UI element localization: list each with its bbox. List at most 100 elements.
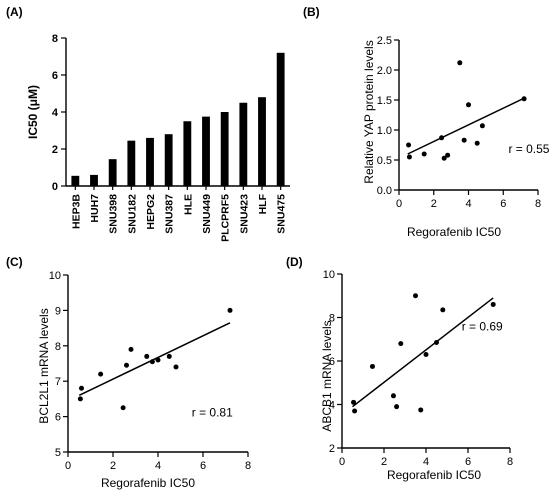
panel-d: (D) ABCB1 mRNA levels Regorafenib IC50 2… [286, 255, 513, 482]
panel-b-fit-line [407, 97, 525, 155]
panel-d-data-point [418, 407, 424, 413]
panel-c-xlabel: Regorafenib IC50 [101, 476, 195, 490]
panel-a-bar [90, 174, 98, 186]
panel-b-data-point [457, 60, 463, 66]
panel-c-data-point [124, 362, 129, 368]
panel-b-y-tick-label: 1.0 [377, 125, 392, 137]
panel-b-x-tick-label: 2 [431, 198, 437, 210]
panel-b-data-point [441, 155, 447, 161]
panel-a-bar [108, 159, 117, 186]
panel-a-category-label: SNU423 [238, 194, 250, 234]
panel-c-data-point [79, 385, 84, 391]
panel-b-y-tick-label: 2.5 [377, 35, 392, 47]
panel-d-data-point [490, 301, 496, 307]
panel-d-x-tick-label: 0 [339, 456, 345, 468]
panel-b-x-tick-label: 6 [500, 198, 506, 210]
panel-d-fit-line [352, 297, 494, 408]
panel-a-x-categories: HEP3B HUH7 SNU398 SNU182 HEPG2 SNU387 HLE SNU44… [70, 186, 288, 242]
panel-c-plot: 5 6 7 8 9 10 0 2 4 6 8 r = 0.81 [49, 270, 251, 472]
panel-a-category-label: HEP3B [70, 194, 82, 229]
panel-b: (B) Relative YAP protein levels Regorafe… [303, 5, 550, 239]
panel-c-data-point [120, 405, 126, 411]
panel-b-data-point [521, 96, 527, 102]
panel-d-ylabel: ABCB1 mRNA levels [320, 320, 334, 431]
panel-d-data-point [423, 351, 429, 357]
panel-c-x-tick-label: 8 [245, 460, 251, 472]
panel-c: (C) BCL2L1 mRNA levels Regorafenib IC50 … [6, 255, 251, 490]
panel-a-bar [146, 137, 154, 186]
panel-c-y-tick-label: 9 [55, 305, 61, 317]
panel-c-data-point [128, 346, 134, 352]
panel-c-y-tick-label: 10 [49, 270, 61, 282]
panel-c-x-tick-label: 0 [65, 460, 71, 472]
panel-d-data-point [352, 408, 358, 414]
panel-d-x-tick-label: 8 [507, 456, 513, 468]
panel-b-label: (B) [303, 5, 320, 19]
panel-a-bar [71, 175, 80, 186]
panel-d-data-point [390, 393, 396, 399]
panel-a-bar [239, 102, 248, 186]
panel-a-bar [258, 97, 266, 186]
panel-a-bar [220, 112, 229, 186]
panel-d-x-tick-label: 2 [381, 456, 387, 468]
panel-c-y-tick-label: 5 [55, 447, 61, 459]
panel-a-ylabel: IC50 (μM) [26, 85, 40, 139]
panel-a-category-label: HLF [257, 193, 269, 214]
panel-b-data-point [479, 123, 485, 129]
panel-b-x-tick-label: 4 [465, 198, 471, 210]
panel-b-data-point [406, 142, 412, 148]
panel-b-y-tick-label: 1.5 [377, 95, 392, 107]
panel-b-x-tick-label: 0 [396, 198, 402, 210]
panel-c-data-point [155, 357, 161, 363]
panel-a-bar [202, 116, 210, 186]
panel-b-y-tick-label: 0.0 [377, 185, 392, 197]
panel-c-x-tick-label: 2 [110, 460, 116, 472]
panel-b-data-point [439, 135, 445, 141]
panel-a-category-label: PLCPRF5 [220, 194, 232, 242]
panel-d-y-tick-label: 4 [329, 400, 335, 412]
panel-a-category-label: HEPG2 [145, 194, 157, 230]
panel-b-data-point [461, 137, 467, 143]
panel-c-data-point [98, 371, 104, 377]
panel-b-data-point [474, 140, 480, 146]
panel-c-data-point [227, 307, 233, 313]
panel-d-data-point [369, 363, 375, 369]
panel-b-xlabel: Regorafenib IC50 [407, 225, 501, 239]
panel-a-bar [164, 134, 173, 186]
panel-a-category-label: HLE [182, 194, 194, 215]
panel-a-category-label: HUH7 [89, 194, 101, 223]
panel-a-category-label: SNU475 [276, 194, 288, 234]
panel-d-data-point [413, 293, 418, 299]
panel-d-data-point [440, 307, 446, 313]
panel-a-category-label: SNU398 [108, 194, 120, 234]
panel-a-y-tick-label: 0 [52, 181, 58, 193]
panel-c-y-tick-label: 8 [55, 341, 61, 353]
panel-b-y-tick-label: 0.5 [377, 155, 392, 167]
panel-a-category-label: SNU387 [164, 194, 176, 234]
panel-c-data-point [77, 396, 83, 402]
panel-d-r-annotation: r = 0.69 [462, 320, 503, 334]
panel-a-bars [71, 52, 285, 186]
panel-d-data-point [434, 340, 439, 346]
panel-d-y-tick-label: 6 [329, 356, 335, 368]
panel-c-r-annotation: r = 0.81 [192, 406, 233, 420]
panel-a-y-tick-label: 4 [52, 107, 59, 119]
panel-c-y-tick-label: 6 [55, 412, 61, 424]
panel-c-data-point [173, 364, 179, 370]
panel-c-x-tick-label: 4 [155, 460, 161, 472]
panel-d-y-tick-label: 2 [329, 443, 335, 455]
panel-a-y-tick-label: 8 [52, 33, 58, 45]
panel-c-data-point [166, 353, 172, 359]
panel-c-ylabel: BCL2L1 mRNA levels [37, 308, 51, 423]
panel-b-data-point [406, 154, 412, 160]
panel-b-r-annotation: r = 0.55 [508, 142, 549, 156]
panel-d-label: (D) [286, 255, 303, 269]
panel-a-bar [127, 140, 136, 186]
panel-d-y-tick-label: 8 [329, 313, 335, 325]
panel-a-y-tick-label: 6 [52, 70, 58, 82]
panel-d-x-tick-label: 4 [423, 456, 429, 468]
panel-b-plot: 0.0 0.5 1.0 1.5 2.0 2.5 0 2 4 6 8 r = 0.55 [377, 35, 550, 210]
panel-a-bar [276, 52, 285, 186]
panel-a: (A) IC50 (μM) 0 2 4 6 8 HEP3B HUH7 SNU398 SNU18… [6, 5, 290, 242]
